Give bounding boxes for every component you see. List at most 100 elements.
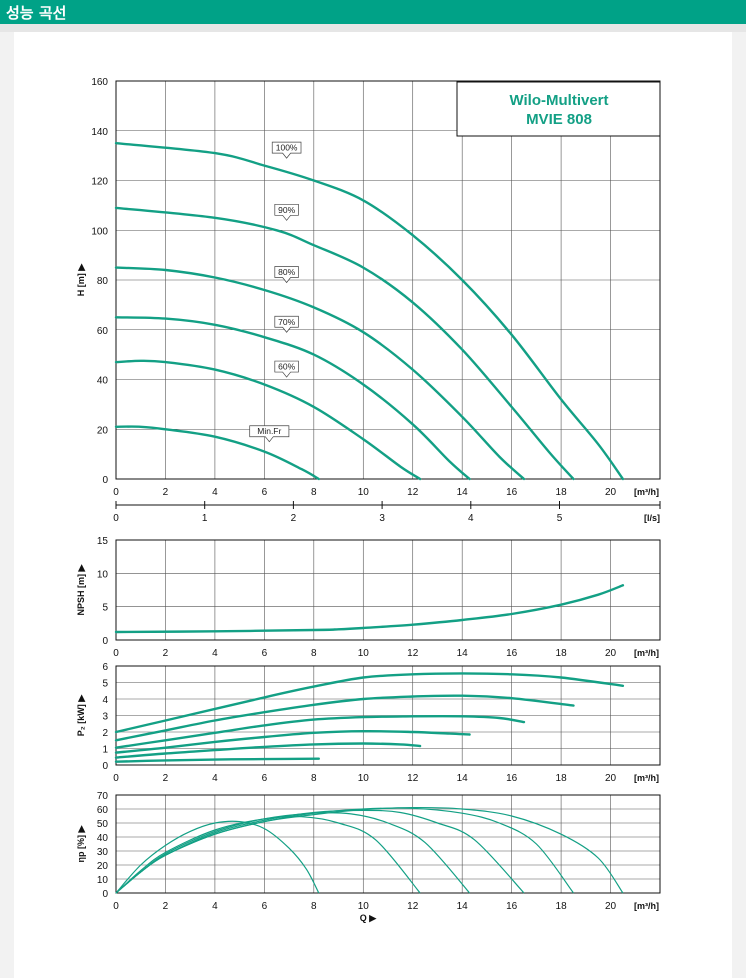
brand-line1: Wilo-Multivert <box>509 92 608 109</box>
curve-label-box <box>274 360 299 378</box>
y-tick-label: 5 <box>102 603 108 614</box>
x-tick-label: 16 <box>506 648 518 659</box>
curve-label: 70% <box>274 315 299 333</box>
curve-label: 90% <box>274 203 299 221</box>
y-tick-label: 0 <box>102 761 108 772</box>
secondary-tick-label: 2 <box>291 513 297 524</box>
series-curve <box>115 815 421 894</box>
page-title: 성능 곡선 <box>6 4 67 22</box>
curve-label-text: 70% <box>278 317 295 327</box>
y-tick-label: 3 <box>102 712 108 723</box>
x-tick-label: 8 <box>311 773 317 784</box>
y-tick-label: 15 <box>97 536 109 547</box>
y-tick-label: 40 <box>97 833 109 844</box>
brand-frame <box>456 81 661 137</box>
curve-label-text: 100% <box>276 143 298 153</box>
y-axis-label: P₂ [kW] ▶ <box>76 694 86 736</box>
series-curve <box>114 359 422 481</box>
x-tick-label: 18 <box>556 773 568 784</box>
curve-label-box <box>271 141 302 159</box>
curve-label: 60% <box>274 360 299 378</box>
curve-label-box <box>274 315 299 333</box>
x-tick-label: 18 <box>556 648 568 659</box>
curve-label-box <box>274 203 299 221</box>
plot-frame <box>115 794 661 894</box>
series-curve <box>114 266 526 481</box>
y-tick-label: 20 <box>97 861 109 872</box>
x-tick-label: 8 <box>311 648 317 659</box>
x-tick-label: 2 <box>163 901 169 912</box>
secondary-tick-label: 3 <box>379 513 385 524</box>
x-tick-label: 12 <box>407 901 419 912</box>
y-tick-label: 4 <box>102 695 108 706</box>
x-tick-label: 10 <box>358 487 370 498</box>
curve-label-text: Min.Fr <box>257 426 281 436</box>
y-tick-label: 5 <box>102 679 108 690</box>
series-curve <box>114 425 320 481</box>
y-tick-label: 120 <box>91 177 108 188</box>
series-curve <box>114 694 575 742</box>
secondary-tick-label: 0 <box>113 513 119 524</box>
x-tick-label: 0 <box>113 648 119 659</box>
y-tick-label: 10 <box>97 569 109 580</box>
x-tick-label: 16 <box>506 773 518 784</box>
curve-label-text: 90% <box>278 205 295 215</box>
curve-label-text: 60% <box>278 362 295 372</box>
y-tick-label: 60 <box>97 805 109 816</box>
x-tick-label: 6 <box>262 901 268 912</box>
series-curve <box>115 806 624 894</box>
x-tick-label: 20 <box>605 901 617 912</box>
y-tick-label: 0 <box>102 889 108 900</box>
y-tick-label: 100 <box>91 226 108 237</box>
series-curve <box>114 757 320 763</box>
secondary-unit-label: [l/s] <box>644 513 660 523</box>
series-curve <box>115 809 525 894</box>
x-tick-label: 4 <box>212 901 218 912</box>
x-tick-label: 16 <box>506 487 518 498</box>
x-tick-label: 10 <box>358 773 370 784</box>
series-curve <box>114 142 625 481</box>
y-tick-label: 40 <box>97 376 109 387</box>
x-tick-label: 12 <box>407 648 419 659</box>
series-curve <box>114 672 625 734</box>
y-tick-label: 30 <box>97 847 109 858</box>
brand-line2: MVIE 808 <box>526 111 592 128</box>
x-tick-label: 6 <box>262 773 268 784</box>
y-axis-label: NPSH [m] ▶ <box>76 563 86 615</box>
x-tick-label: 14 <box>457 901 469 912</box>
x-tick-label: 14 <box>457 487 469 498</box>
series-curve <box>114 206 575 481</box>
curve-label-box <box>274 266 299 284</box>
series-curve <box>114 742 422 759</box>
secondary-tick-label: 4 <box>468 513 474 524</box>
x-unit-label: [m³/h] <box>634 648 659 658</box>
y-tick-label: 1 <box>102 745 108 756</box>
x-tick-label: 6 <box>262 648 268 659</box>
x-tick-label: 8 <box>311 487 317 498</box>
header-bar: 성능 곡선 <box>0 0 746 24</box>
x-axis-label: Q ▶ <box>360 913 378 923</box>
curve-label: 80% <box>274 266 299 284</box>
secondary-tick-label: 5 <box>557 513 563 524</box>
x-unit-label: [m³/h] <box>634 487 659 497</box>
x-tick-label: 4 <box>212 487 218 498</box>
y-tick-label: 80 <box>97 276 109 287</box>
divider <box>0 24 746 32</box>
x-tick-label: 20 <box>605 487 617 498</box>
x-tick-label: 2 <box>163 487 169 498</box>
curve-label-text: 80% <box>278 267 295 277</box>
y-tick-label: 160 <box>91 77 108 88</box>
y-tick-label: 20 <box>97 425 109 436</box>
y-tick-label: 2 <box>102 728 108 739</box>
x-tick-label: 4 <box>212 648 218 659</box>
x-tick-label: 2 <box>163 648 169 659</box>
chart-npsh: 0 2 4 6 8 10 12 14 16 18 20 0 5 10 15 [m³/h] NPSH [m] ▶ <box>76 536 661 659</box>
series-curve <box>114 729 471 754</box>
x-tick-label: 4 <box>212 773 218 784</box>
secondary-tick-label: 1 <box>202 513 208 524</box>
x-tick-label: 20 <box>605 773 617 784</box>
plot-frame <box>115 80 661 480</box>
x-tick-label: 12 <box>407 773 419 784</box>
x-unit-label: [m³/h] <box>634 773 659 783</box>
y-tick-label: 10 <box>97 875 109 886</box>
